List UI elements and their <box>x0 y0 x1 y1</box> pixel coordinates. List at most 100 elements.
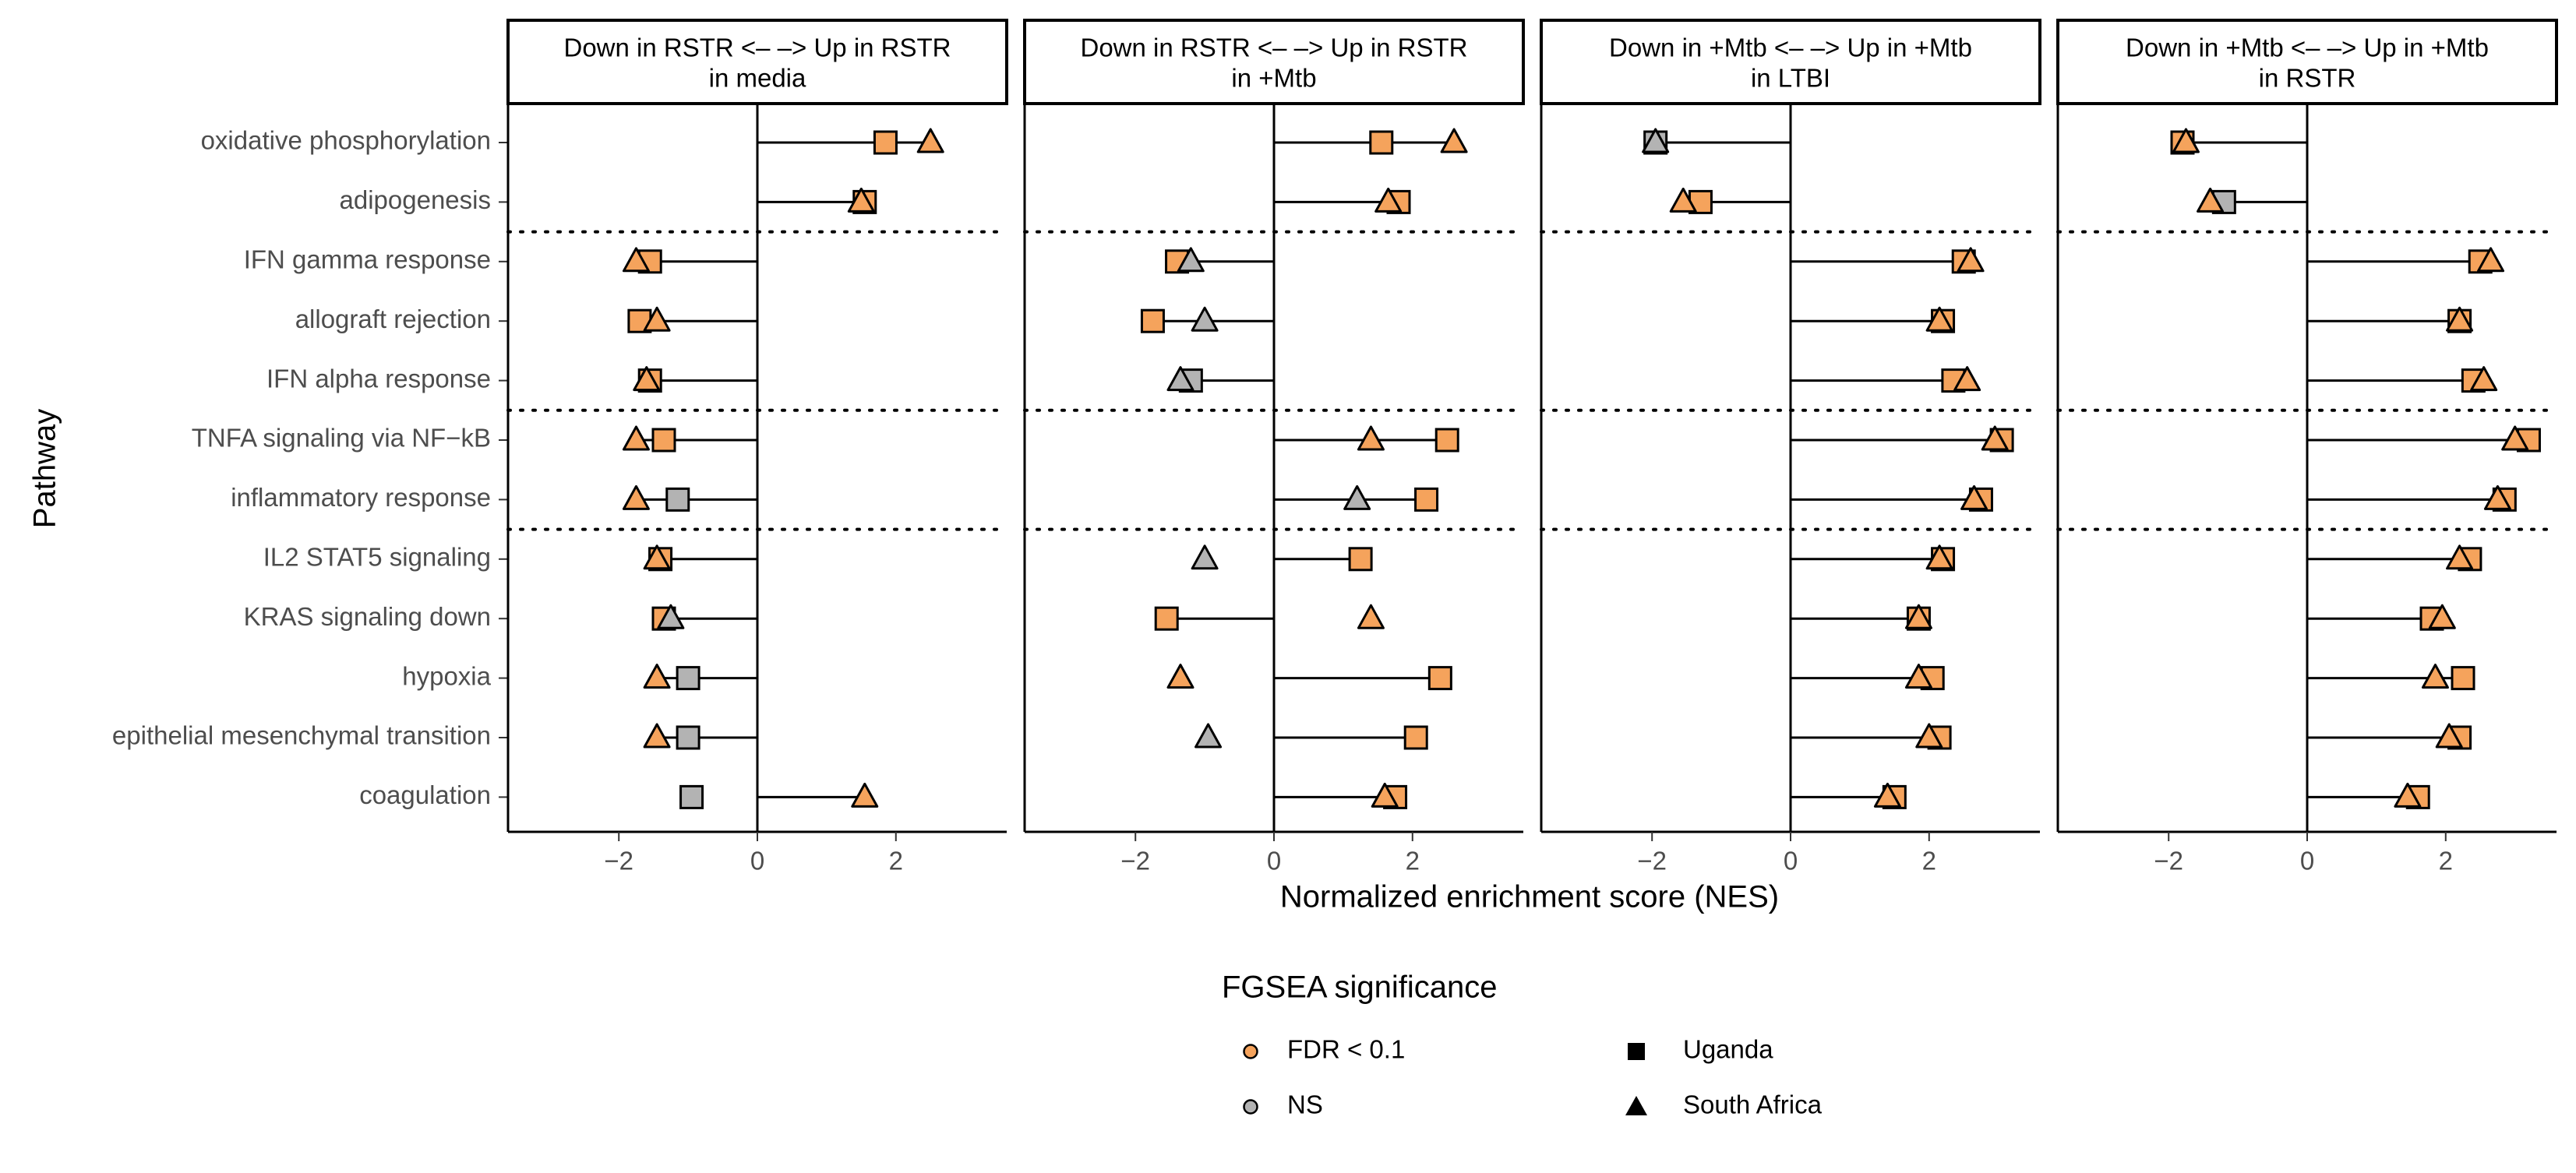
strip-label-line1: Down in +Mtb <– –> Up in +Mtb <box>2126 33 2489 62</box>
legend-square-key <box>1628 1043 1645 1060</box>
x-tick-label: 2 <box>889 847 903 875</box>
x-tick-label: −2 <box>1120 847 1150 875</box>
point-uganda <box>1348 547 1373 572</box>
pathway-label: hypoxia <box>402 661 491 690</box>
point-south-africa <box>2470 366 2498 392</box>
point-south-africa <box>2446 544 2474 570</box>
point-uganda <box>1434 428 1459 453</box>
pathway-label: TNFA signaling via NF−kB <box>192 424 491 453</box>
point-south-africa <box>657 604 685 629</box>
x-tick-label: 0 <box>2300 847 2314 875</box>
point-south-africa <box>847 187 875 213</box>
point-south-africa <box>1981 425 2009 451</box>
x-tick-label: −2 <box>2154 847 2183 875</box>
strip-box <box>1023 19 1525 105</box>
point-uganda <box>1154 606 1179 631</box>
x-tick-label: 0 <box>1784 847 1798 875</box>
x-tick-label: 2 <box>1922 847 1936 875</box>
legend-color-label: NS <box>1287 1090 1323 1119</box>
point-south-africa <box>643 306 671 332</box>
point-south-africa <box>1669 187 1697 213</box>
legend-shape-label: Uganda <box>1683 1035 1773 1064</box>
point-south-africa <box>2421 664 2449 689</box>
point-south-africa <box>1177 247 1205 273</box>
pathway-label: oxidative phosphorylation <box>201 126 491 155</box>
pathway-label: IL2 STAT5 signaling <box>263 543 491 572</box>
point-south-africa <box>622 247 650 273</box>
point-south-africa <box>643 664 671 689</box>
point-uganda <box>873 130 898 155</box>
point-south-africa <box>1953 366 1981 392</box>
strip-label-line2: in RSTR <box>2259 64 2356 93</box>
pathway-label: adipogenesis <box>340 185 492 214</box>
point-south-africa <box>1440 128 1468 153</box>
point-uganda <box>665 487 690 512</box>
point-south-africa <box>1925 306 1953 332</box>
legend-color-label: FDR < 0.1 <box>1287 1035 1405 1064</box>
pathway-label: epithelial mesenchymal transition <box>112 721 491 750</box>
x-axis-title: Normalized enrichment score (NES) <box>1280 880 1779 914</box>
point-south-africa <box>1957 247 1985 273</box>
pathway-label: coagulation <box>359 780 491 809</box>
legend-color-key <box>1243 1044 1258 1059</box>
point-south-africa <box>1925 544 1953 570</box>
point-uganda <box>676 725 700 750</box>
x-tick-label: 2 <box>2439 847 2453 875</box>
point-south-africa <box>1357 604 1385 629</box>
legend-color-key <box>1243 1099 1258 1115</box>
legend-triangle-key <box>1625 1096 1647 1115</box>
point-south-africa <box>2172 128 2200 153</box>
point-south-africa <box>1915 723 1943 749</box>
strip-label-line1: Down in +Mtb <– –> Up in +Mtb <box>1609 33 1972 62</box>
point-south-africa <box>1166 366 1194 392</box>
point-south-africa <box>1904 604 1932 629</box>
point-south-africa <box>643 723 671 749</box>
point-south-africa <box>633 366 661 392</box>
x-tick-label: 2 <box>1406 847 1420 875</box>
pathway-label: allograft rejection <box>295 305 491 333</box>
point-south-africa <box>2197 187 2225 213</box>
strip-label-line2: in LTBI <box>1751 64 1830 93</box>
point-uganda <box>651 428 676 453</box>
point-south-africa <box>1194 723 1223 749</box>
point-uganda <box>1140 308 1165 333</box>
point-south-africa <box>1904 664 1932 689</box>
point-south-africa <box>1191 306 1219 332</box>
point-uganda <box>1369 130 1394 155</box>
legend: FGSEA significance FDR < 0.1 NS Uganda South… <box>1222 970 1823 1119</box>
x-tick-label: −2 <box>604 847 633 875</box>
point-uganda <box>679 784 704 809</box>
pathway-label: KRAS signaling down <box>244 602 491 631</box>
strip-box <box>1540 19 2041 105</box>
point-south-africa <box>2477 247 2505 273</box>
legend-shape-label: South Africa <box>1683 1090 1823 1119</box>
point-uganda <box>1403 725 1428 750</box>
point-uganda <box>676 666 700 691</box>
point-south-africa <box>1371 782 1399 808</box>
legend-title: FGSEA significance <box>1222 970 1498 1005</box>
point-south-africa <box>1642 128 1670 153</box>
pathway-label: inflammatory response <box>231 483 491 512</box>
strip-label-line2: in media <box>709 64 806 93</box>
point-south-africa <box>1166 664 1194 689</box>
strip-label-line1: Down in RSTR <– –> Up in RSTR <box>563 33 951 62</box>
point-uganda <box>1427 666 1452 691</box>
strip-label-line1: Down in RSTR <– –> Up in RSTR <box>1080 33 1467 62</box>
point-south-africa <box>2501 425 2529 451</box>
point-south-africa <box>1960 484 1988 510</box>
x-tick-label: 0 <box>1267 847 1281 875</box>
point-south-africa <box>2435 723 2463 749</box>
strip-box <box>506 19 1008 105</box>
point-south-africa <box>2446 306 2474 332</box>
strip-label-line2: in +Mtb <box>1231 64 1316 93</box>
x-tick-label: −2 <box>1637 847 1667 875</box>
point-south-africa <box>643 544 671 570</box>
pathway-label: IFN gamma response <box>244 245 491 274</box>
point-uganda <box>2451 666 2475 691</box>
point-south-africa <box>1343 484 1371 510</box>
